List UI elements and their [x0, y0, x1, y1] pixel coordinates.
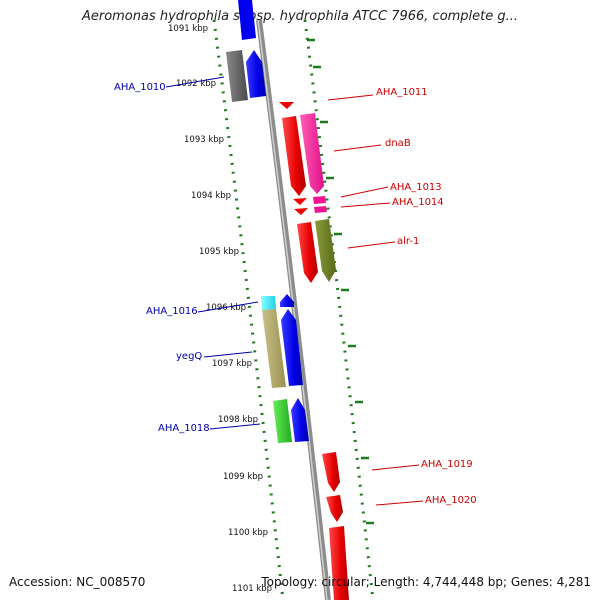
gene-label[interactable]: yegQ [176, 351, 202, 362]
gene-red-b[interactable] [297, 222, 318, 283]
tick-label: 1096 kbp [206, 303, 246, 313]
gene-aha-1018[interactable] [291, 398, 309, 442]
gene-aha-1010-gray[interactable] [226, 50, 248, 102]
gene-bottom-partial[interactable] [329, 526, 349, 600]
gene-labels-left[interactable]: AHA_1010 AHA_1016 yegQ AHA_1018 [114, 82, 210, 434]
tick-label: 1098 kbp [218, 415, 258, 425]
topology-text: Topology: circular; Length: 4,744,448 bp… [261, 575, 591, 589]
gene-label[interactable]: AHA_1020 [425, 495, 477, 506]
gene-label[interactable]: AHA_1016 [146, 306, 198, 317]
gene-green[interactable] [273, 399, 292, 443]
gene-label[interactable]: AHA_1013 [390, 182, 442, 193]
tick-label: 1091 kbp [168, 24, 208, 34]
gene-top-partial[interactable] [238, 0, 256, 40]
gene-aha-1010[interactable] [246, 50, 266, 98]
gene-aha-1013-pink[interactable] [313, 196, 326, 204]
label-leader-lines [165, 76, 424, 506]
gene-cyan[interactable] [261, 296, 276, 310]
gene-labels-right[interactable]: AHA_1011 dnaB AHA_1013 AHA_1014 alr-1 AH… [376, 87, 477, 506]
gene-aha-1014[interactable] [294, 208, 308, 215]
genome-backbone [256, 19, 331, 600]
gene-khaki[interactable] [262, 309, 286, 388]
tick-label: 1099 kbp [223, 472, 263, 482]
gene-alr-1[interactable] [315, 219, 336, 282]
gene-label[interactable]: AHA_1014 [392, 197, 444, 208]
gene-dnab[interactable] [300, 113, 324, 194]
gene-aha-1011[interactable] [279, 102, 294, 109]
gene-aha-1013[interactable] [293, 198, 307, 205]
gene-aha-1016-cap[interactable] [280, 294, 294, 307]
gene-label[interactable]: AHA_1010 [114, 82, 166, 93]
gene-label[interactable]: AHA_1019 [421, 459, 473, 470]
tick-label: 1097 kbp [212, 359, 252, 369]
tick-label: 1101 kbp [232, 584, 272, 594]
gene-label[interactable]: AHA_1011 [376, 87, 428, 98]
gene-aha-1020[interactable] [326, 495, 343, 522]
forward-strand-features[interactable] [279, 102, 349, 600]
tick-label: 1092 kbp [176, 79, 216, 89]
gene-aha-1019[interactable] [322, 452, 340, 492]
ruler-major-ticks [307, 38, 374, 525]
gene-label[interactable]: AHA_1018 [158, 423, 210, 434]
ruler-tick-labels: 1091 kbp 1092 kbp 1093 kbp 1094 kbp 1095… [168, 24, 272, 594]
tick-label: 1100 kbp [228, 528, 268, 538]
gene-yegq[interactable] [281, 309, 303, 386]
gene-label[interactable]: dnaB [385, 138, 411, 149]
tick-label: 1094 kbp [191, 191, 231, 201]
map-title: Aeromonas hydrophila subsp. hydrophila A… [81, 9, 519, 24]
gene-red-a[interactable] [282, 116, 306, 196]
tick-label: 1095 kbp [199, 247, 239, 257]
reverse-strand-features[interactable] [226, 0, 309, 443]
accession-text: Accession: NC_008570 [9, 575, 146, 589]
gene-label[interactable]: alr-1 [397, 236, 419, 247]
tick-label: 1093 kbp [184, 135, 224, 145]
gene-aha-1014-pink[interactable] [314, 206, 327, 213]
